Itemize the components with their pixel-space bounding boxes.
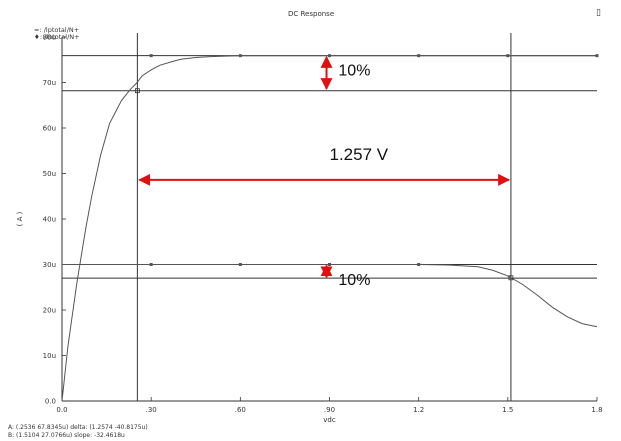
y-tick-label: 70u [43, 79, 56, 87]
window-title: DC Response [288, 10, 335, 18]
y-tick-label: 10u [43, 352, 56, 360]
x-axis-label: vdc [323, 416, 336, 424]
annotation-label: 10% [338, 272, 370, 289]
data-marker [149, 54, 153, 58]
annotation-label: 1.257 V [330, 145, 389, 164]
data-marker [417, 54, 421, 58]
data-marker [417, 263, 421, 266]
data-marker [595, 54, 599, 58]
x-tick-label: 0.0 [56, 406, 67, 414]
y-tick-label: 80u [43, 34, 56, 42]
data-marker [149, 263, 153, 266]
data-marker [238, 54, 242, 58]
cursor-a-readout: A: (.2536 67.8345u) delta: (1.2574 -40.8… [8, 424, 148, 431]
series-line-1[interactable] [62, 264, 598, 328]
cursor-b-marker[interactable] [508, 275, 514, 281]
x-tick-label: 1.5 [502, 406, 513, 414]
legend-label: /lptotal/N+ [43, 26, 80, 34]
data-marker [506, 54, 510, 58]
y-tick-label: 40u [43, 216, 56, 224]
data-marker [238, 263, 242, 266]
annotation-label: 10% [338, 63, 370, 80]
y-tick-label: 60u [43, 125, 56, 133]
data-marker [328, 263, 331, 266]
x-tick-label: 1.8 [591, 406, 602, 414]
data-marker [328, 54, 331, 58]
y-axis-label: ( A ) [16, 211, 24, 226]
legend-marker-icon: =: [34, 26, 42, 34]
x-tick-label: .90 [324, 406, 335, 414]
y-tick-label: 0.0 [45, 398, 56, 406]
y-tick-label: 20u [43, 307, 56, 315]
y-tick-label: 30u [43, 261, 56, 269]
y-tick-label: 50u [43, 170, 56, 178]
window-menu-icon[interactable]: ▯ [596, 8, 601, 18]
x-tick-label: .30 [146, 406, 157, 414]
legend-item-lptotal[interactable]: =: /lptotal/N+ [34, 26, 79, 34]
x-tick-label: .60 [235, 406, 246, 414]
legend-marker-icon: ♦: [34, 33, 43, 41]
cursor-b-readout: B: (1.5104 27.0766u) slope: -32.4618u [8, 432, 125, 439]
series-line-0[interactable] [61, 55, 597, 402]
x-tick-label: 1.2 [413, 406, 424, 414]
cursor-a-marker[interactable] [134, 88, 140, 94]
